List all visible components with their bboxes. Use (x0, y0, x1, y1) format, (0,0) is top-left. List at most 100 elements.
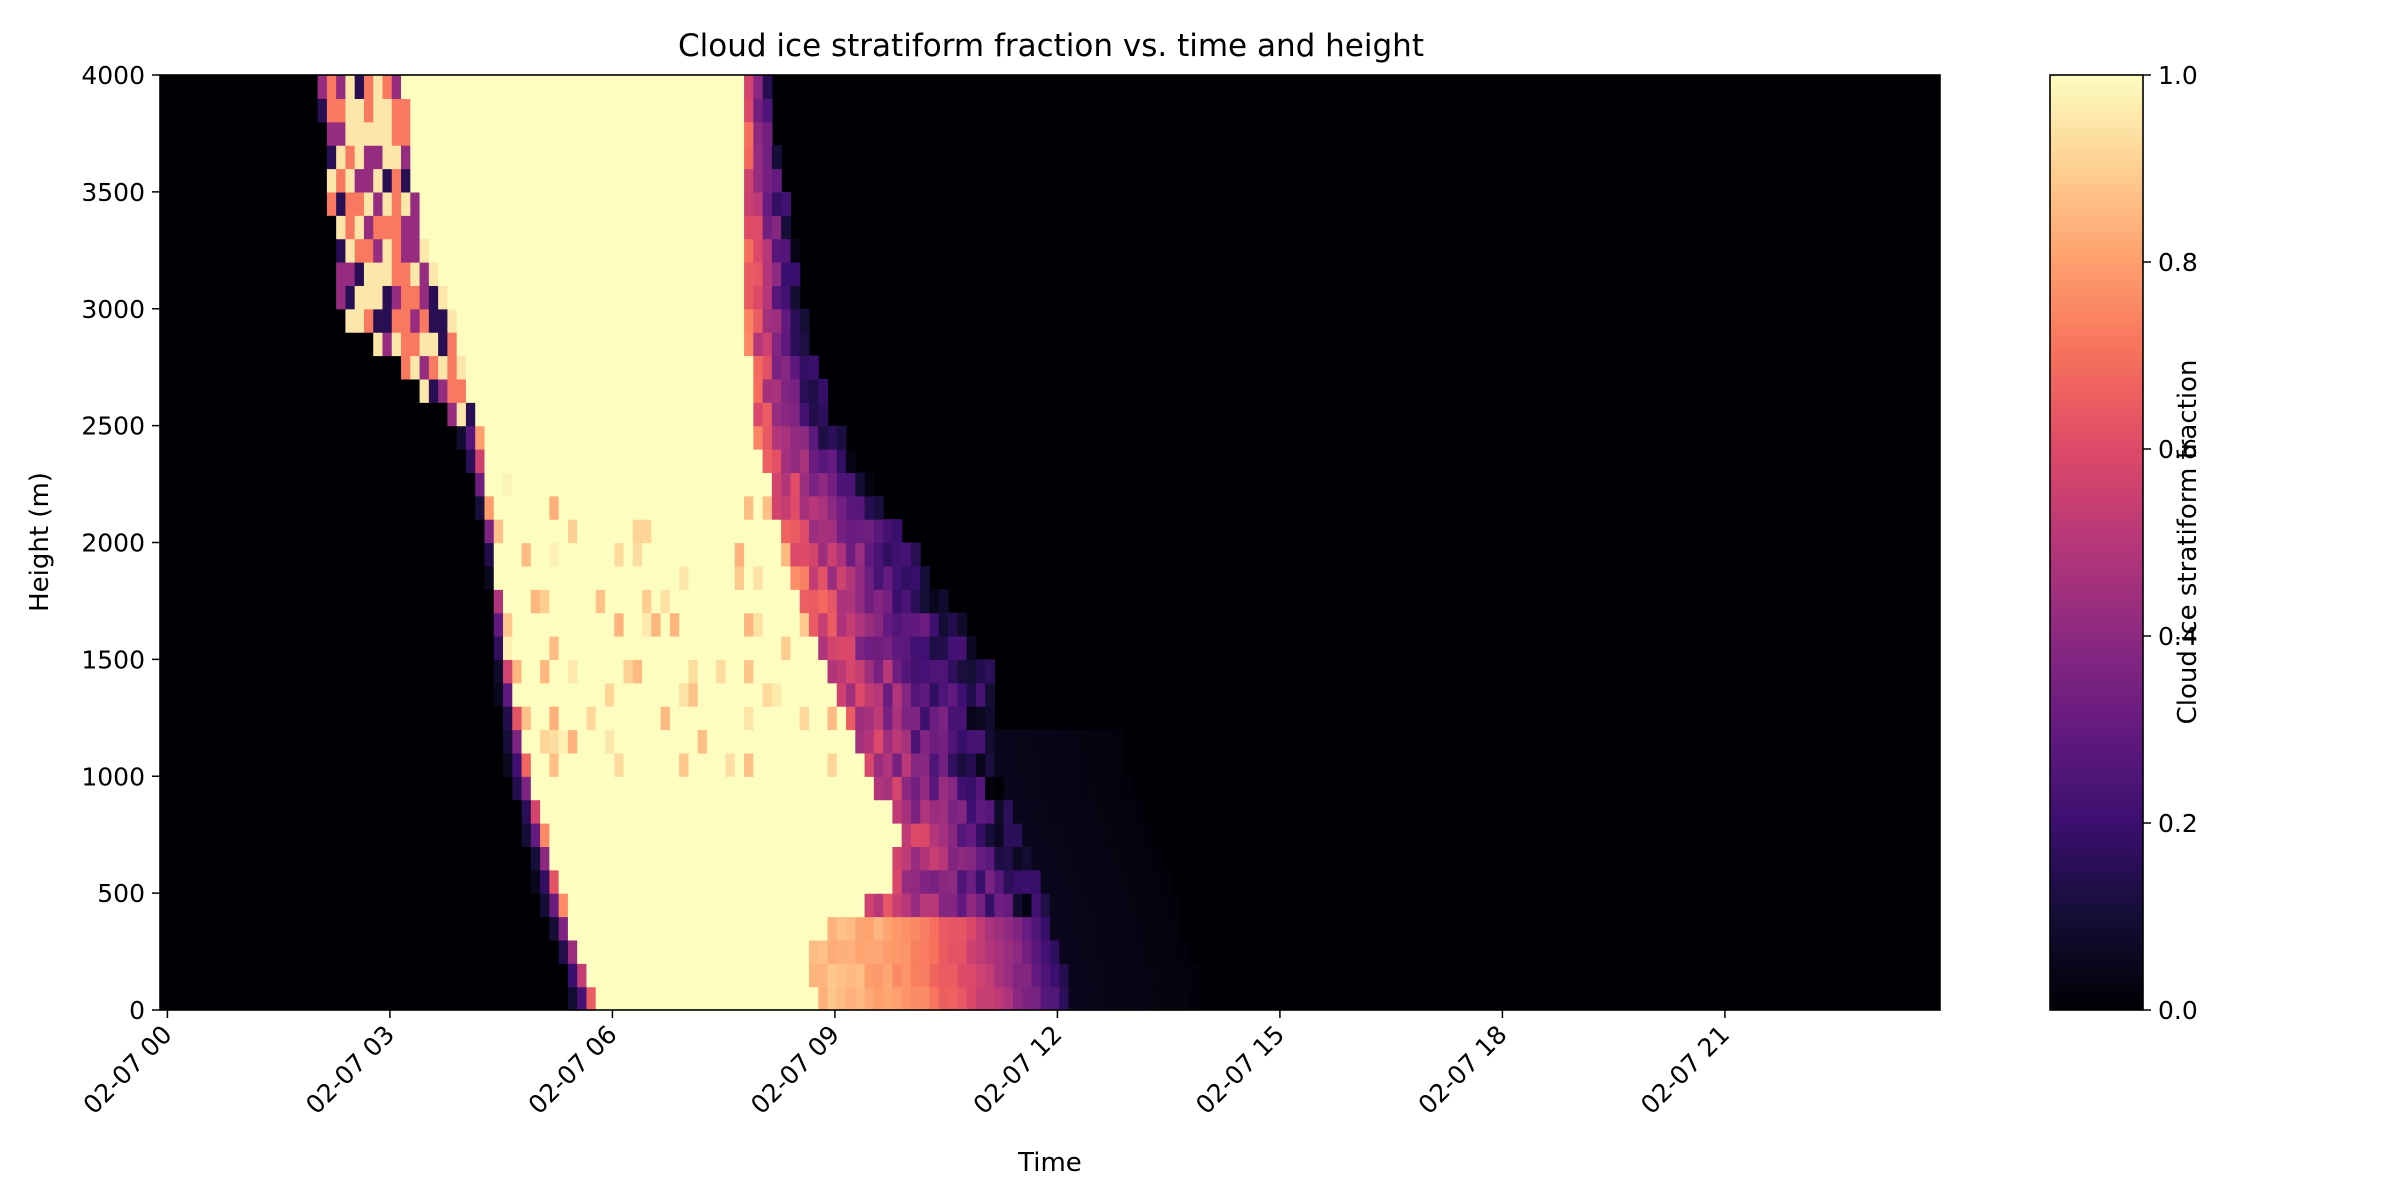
heatmap-cell (382, 121, 393, 146)
heatmap-cell (1022, 823, 1033, 847)
heatmap-cell (605, 659, 615, 684)
heatmap-cell (401, 191, 411, 216)
heatmap-cell (336, 191, 347, 216)
heatmap-cell (614, 869, 625, 894)
heatmap-cell (790, 729, 801, 754)
heatmap-cell (920, 823, 931, 847)
heatmap-cell (401, 121, 411, 146)
heatmap-cell (688, 121, 699, 146)
heatmap-cell (679, 238, 690, 263)
heatmap-cell (586, 378, 597, 403)
heatmap-cell (521, 542, 532, 567)
heatmap-cell (484, 308, 495, 333)
heatmap-cell (1161, 869, 1172, 894)
heatmap-cell (493, 75, 504, 99)
heatmap-cell (1142, 869, 1153, 894)
heatmap-cell (827, 752, 838, 777)
heatmap-cell (642, 402, 652, 427)
heatmap-cell (1170, 963, 1181, 988)
heatmap-cell (846, 589, 856, 614)
heatmap-cell (753, 589, 764, 614)
heatmap-cell (632, 402, 643, 427)
heatmap-cell (892, 916, 903, 941)
heatmap-cell (799, 425, 810, 450)
heatmap-cell (1077, 776, 1088, 801)
heatmap-cell (577, 799, 588, 824)
heatmap-cell (669, 262, 680, 286)
heatmap-cell (799, 355, 810, 380)
heatmap-cell (475, 332, 486, 357)
heatmap-cell (688, 729, 699, 754)
heatmap-cell (1142, 986, 1153, 1011)
heatmap-cell (697, 916, 708, 941)
heatmap-cell (901, 682, 912, 707)
heatmap-cell (567, 285, 578, 310)
x-tick-label: 02-07 03 (300, 1020, 400, 1120)
heatmap-cell (1068, 729, 1079, 754)
heatmap-cell (734, 729, 745, 754)
heatmap-cell (503, 98, 513, 123)
heatmap-cell (910, 893, 921, 918)
heatmap-cell (558, 565, 569, 590)
heatmap-cell (493, 191, 504, 216)
heatmap-cell (1022, 939, 1033, 964)
heatmap-cell (419, 332, 430, 357)
heatmap-cell (558, 823, 569, 847)
heatmap-cell (632, 916, 643, 941)
heatmap-cell (716, 285, 727, 310)
heatmap-cell (642, 308, 652, 333)
heatmap-cell (456, 238, 467, 263)
heatmap-cell (669, 752, 680, 777)
heatmap-cell (1087, 986, 1097, 1011)
heatmap-cell (938, 706, 949, 731)
heatmap-cell (873, 729, 884, 754)
heatmap-cell (614, 378, 625, 403)
heatmap-cell (910, 729, 921, 754)
heatmap-cell (484, 168, 495, 193)
heatmap-cell (651, 636, 662, 660)
heatmap-cell (818, 916, 829, 941)
heatmap-cell (484, 519, 495, 544)
heatmap-cell (966, 636, 977, 660)
heatmap-cell (753, 846, 764, 871)
heatmap-cell (855, 682, 866, 707)
heatmap-cell (660, 752, 671, 777)
heatmap-cell (753, 355, 764, 380)
heatmap-cell (595, 939, 606, 964)
heatmap-cell (734, 75, 745, 99)
heatmap-cell (725, 378, 736, 403)
heatmap-cell (883, 659, 893, 684)
heatmap-cell (586, 893, 597, 918)
heatmap-cell (762, 589, 773, 614)
heatmap-cell (864, 612, 875, 637)
heatmap-cell (623, 378, 634, 403)
heatmap-cell (762, 308, 773, 333)
heatmap-cell (660, 191, 671, 216)
heatmap-cell (503, 636, 513, 660)
heatmap-cell (1068, 916, 1079, 941)
heatmap-cell (1087, 869, 1097, 894)
heatmap-cell (808, 425, 819, 450)
heatmap-cell (540, 776, 550, 801)
heatmap-cell (725, 565, 736, 590)
heatmap-cell (605, 75, 615, 99)
heatmap-cell (836, 472, 847, 497)
heatmap-cell (929, 963, 940, 988)
heatmap-cell (382, 262, 393, 286)
heatmap-cell (586, 636, 597, 660)
heatmap-cell (734, 612, 745, 637)
heatmap-cell (669, 378, 680, 403)
heatmap-cell (493, 402, 504, 427)
heatmap-cell (651, 682, 662, 707)
heatmap-cell (855, 706, 866, 731)
heatmap-cell (642, 706, 652, 731)
heatmap-cell (623, 519, 634, 544)
heatmap-cell (642, 776, 652, 801)
heatmap-cell (577, 893, 588, 918)
heatmap-cell (651, 659, 662, 684)
heatmap-cell (762, 238, 773, 263)
heatmap-cell (549, 729, 560, 754)
heatmap-cell (790, 565, 801, 590)
heatmap-cell (679, 98, 690, 123)
heatmap-cell (716, 916, 727, 941)
